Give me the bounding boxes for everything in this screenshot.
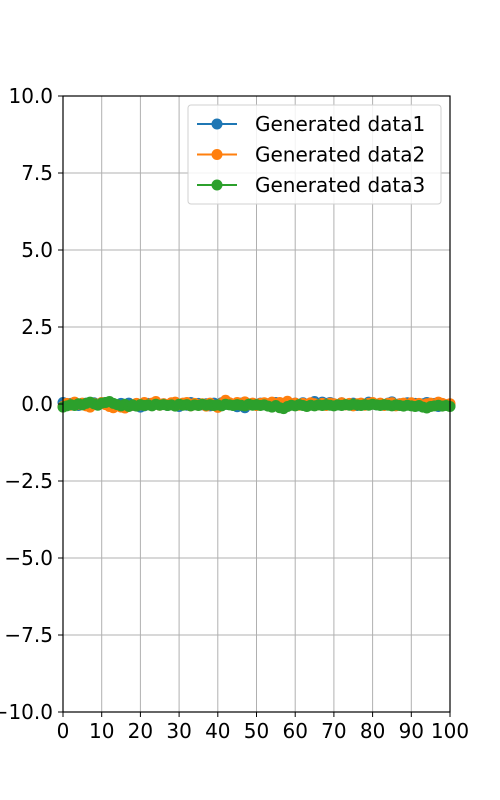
x-tick-label: 40: [205, 719, 230, 743]
y-tick-label: −2.5: [4, 469, 53, 493]
x-tick-label: 10: [89, 719, 114, 743]
legend: Generated data1 Generated data2 Generated …: [187, 104, 442, 205]
y-tick-label: −10.0: [0, 700, 53, 724]
x-tick-label: 90: [399, 719, 424, 743]
y-tick-label: 10.0: [8, 84, 53, 108]
series-3: [57, 396, 456, 415]
x-tick-label: 100: [431, 719, 469, 743]
legend-marker-1: [211, 118, 223, 130]
legend-label: Generated data2: [255, 143, 425, 167]
x-tick-label: 50: [244, 719, 269, 743]
x-tick-label: 0: [57, 719, 70, 743]
legend-marker-3: [211, 179, 223, 191]
y-tick-label: 5.0: [21, 238, 53, 262]
x-tick-label: 80: [360, 719, 385, 743]
x-tick-label: 70: [321, 719, 346, 743]
x-tick-label: 30: [166, 719, 191, 743]
y-tick-label: −7.5: [4, 623, 53, 647]
y-tick-label: −5.0: [4, 546, 53, 570]
legend-label: Generated data1: [255, 112, 425, 136]
y-tick-label: 0.0: [21, 392, 53, 416]
legend-label: Generated data3: [255, 173, 425, 197]
x-tick-label: 20: [128, 719, 153, 743]
series-layer: [57, 394, 456, 415]
legend-marker-2: [211, 149, 223, 160]
y-axis: −10.0 −7.5 −5.0 −2.5 0.0 2.5 5.0 7.5 10.0: [0, 84, 63, 724]
x-tick-label: 60: [282, 719, 307, 743]
y-tick-label: 2.5: [21, 315, 53, 339]
x-axis: 0 10 20 30 40 50 60 70 80 90 100: [57, 712, 469, 743]
legend-box: [187, 104, 442, 205]
y-tick-label: 7.5: [21, 161, 53, 185]
